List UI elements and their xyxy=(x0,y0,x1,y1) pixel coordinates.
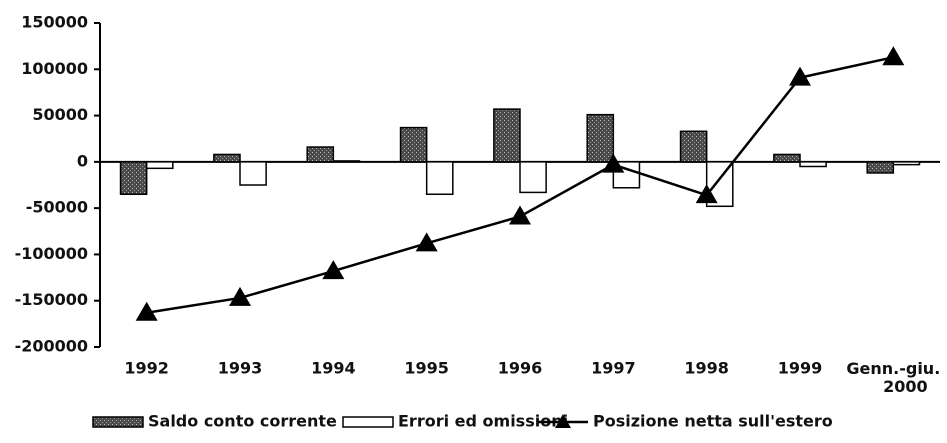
marker xyxy=(135,301,158,321)
legend-label: Saldo conto corrente xyxy=(148,412,337,431)
bar xyxy=(679,130,708,163)
y-tick-label: -200000 xyxy=(15,337,88,356)
x-tick-label: Genn.-giu. 2000 xyxy=(846,359,940,396)
x-tick-label: 1992 xyxy=(124,359,169,378)
y-tick-label: -150000 xyxy=(15,290,88,309)
marker xyxy=(229,286,251,306)
x-tick-label: 1997 xyxy=(591,359,636,378)
y-tick-label: 100000 xyxy=(21,59,88,78)
y-tick-label: -50000 xyxy=(26,198,88,217)
bar xyxy=(586,113,615,163)
y-tick-label: -100000 xyxy=(15,244,88,263)
legend-swatch xyxy=(342,416,394,428)
bar xyxy=(332,160,361,163)
x-tick-label: 1994 xyxy=(311,359,356,378)
bar xyxy=(866,161,895,174)
bar xyxy=(425,161,454,196)
bar xyxy=(306,146,335,163)
bar xyxy=(519,161,547,194)
y-tick-label: 0 xyxy=(77,151,88,170)
x-tick-label: 1999 xyxy=(778,359,823,378)
legend-marker xyxy=(555,414,571,428)
y-tick-label: 150000 xyxy=(21,13,88,32)
bar xyxy=(892,161,921,166)
bar xyxy=(773,153,801,163)
x-tick-label: 1998 xyxy=(684,359,729,378)
bar xyxy=(145,161,174,170)
marker xyxy=(789,66,811,86)
x-tick-label: 1993 xyxy=(218,359,263,378)
legend-label: Posizione netta sull'estero xyxy=(593,412,833,431)
y-tick-label: 50000 xyxy=(32,105,88,124)
marker xyxy=(322,260,345,280)
marker xyxy=(695,184,718,204)
x-tick-label: 1996 xyxy=(498,359,543,378)
bar xyxy=(493,108,521,163)
bar xyxy=(799,161,827,168)
marker xyxy=(882,46,905,66)
marker xyxy=(509,205,531,225)
marker xyxy=(602,153,625,173)
bar xyxy=(119,161,148,196)
bar xyxy=(213,153,241,163)
x-tick-label: 1995 xyxy=(404,359,449,378)
bar xyxy=(399,126,428,163)
marker xyxy=(415,232,438,252)
bar xyxy=(239,161,267,186)
legend-swatch xyxy=(92,416,144,428)
legend-label: Errori ed omissioni xyxy=(398,412,568,431)
